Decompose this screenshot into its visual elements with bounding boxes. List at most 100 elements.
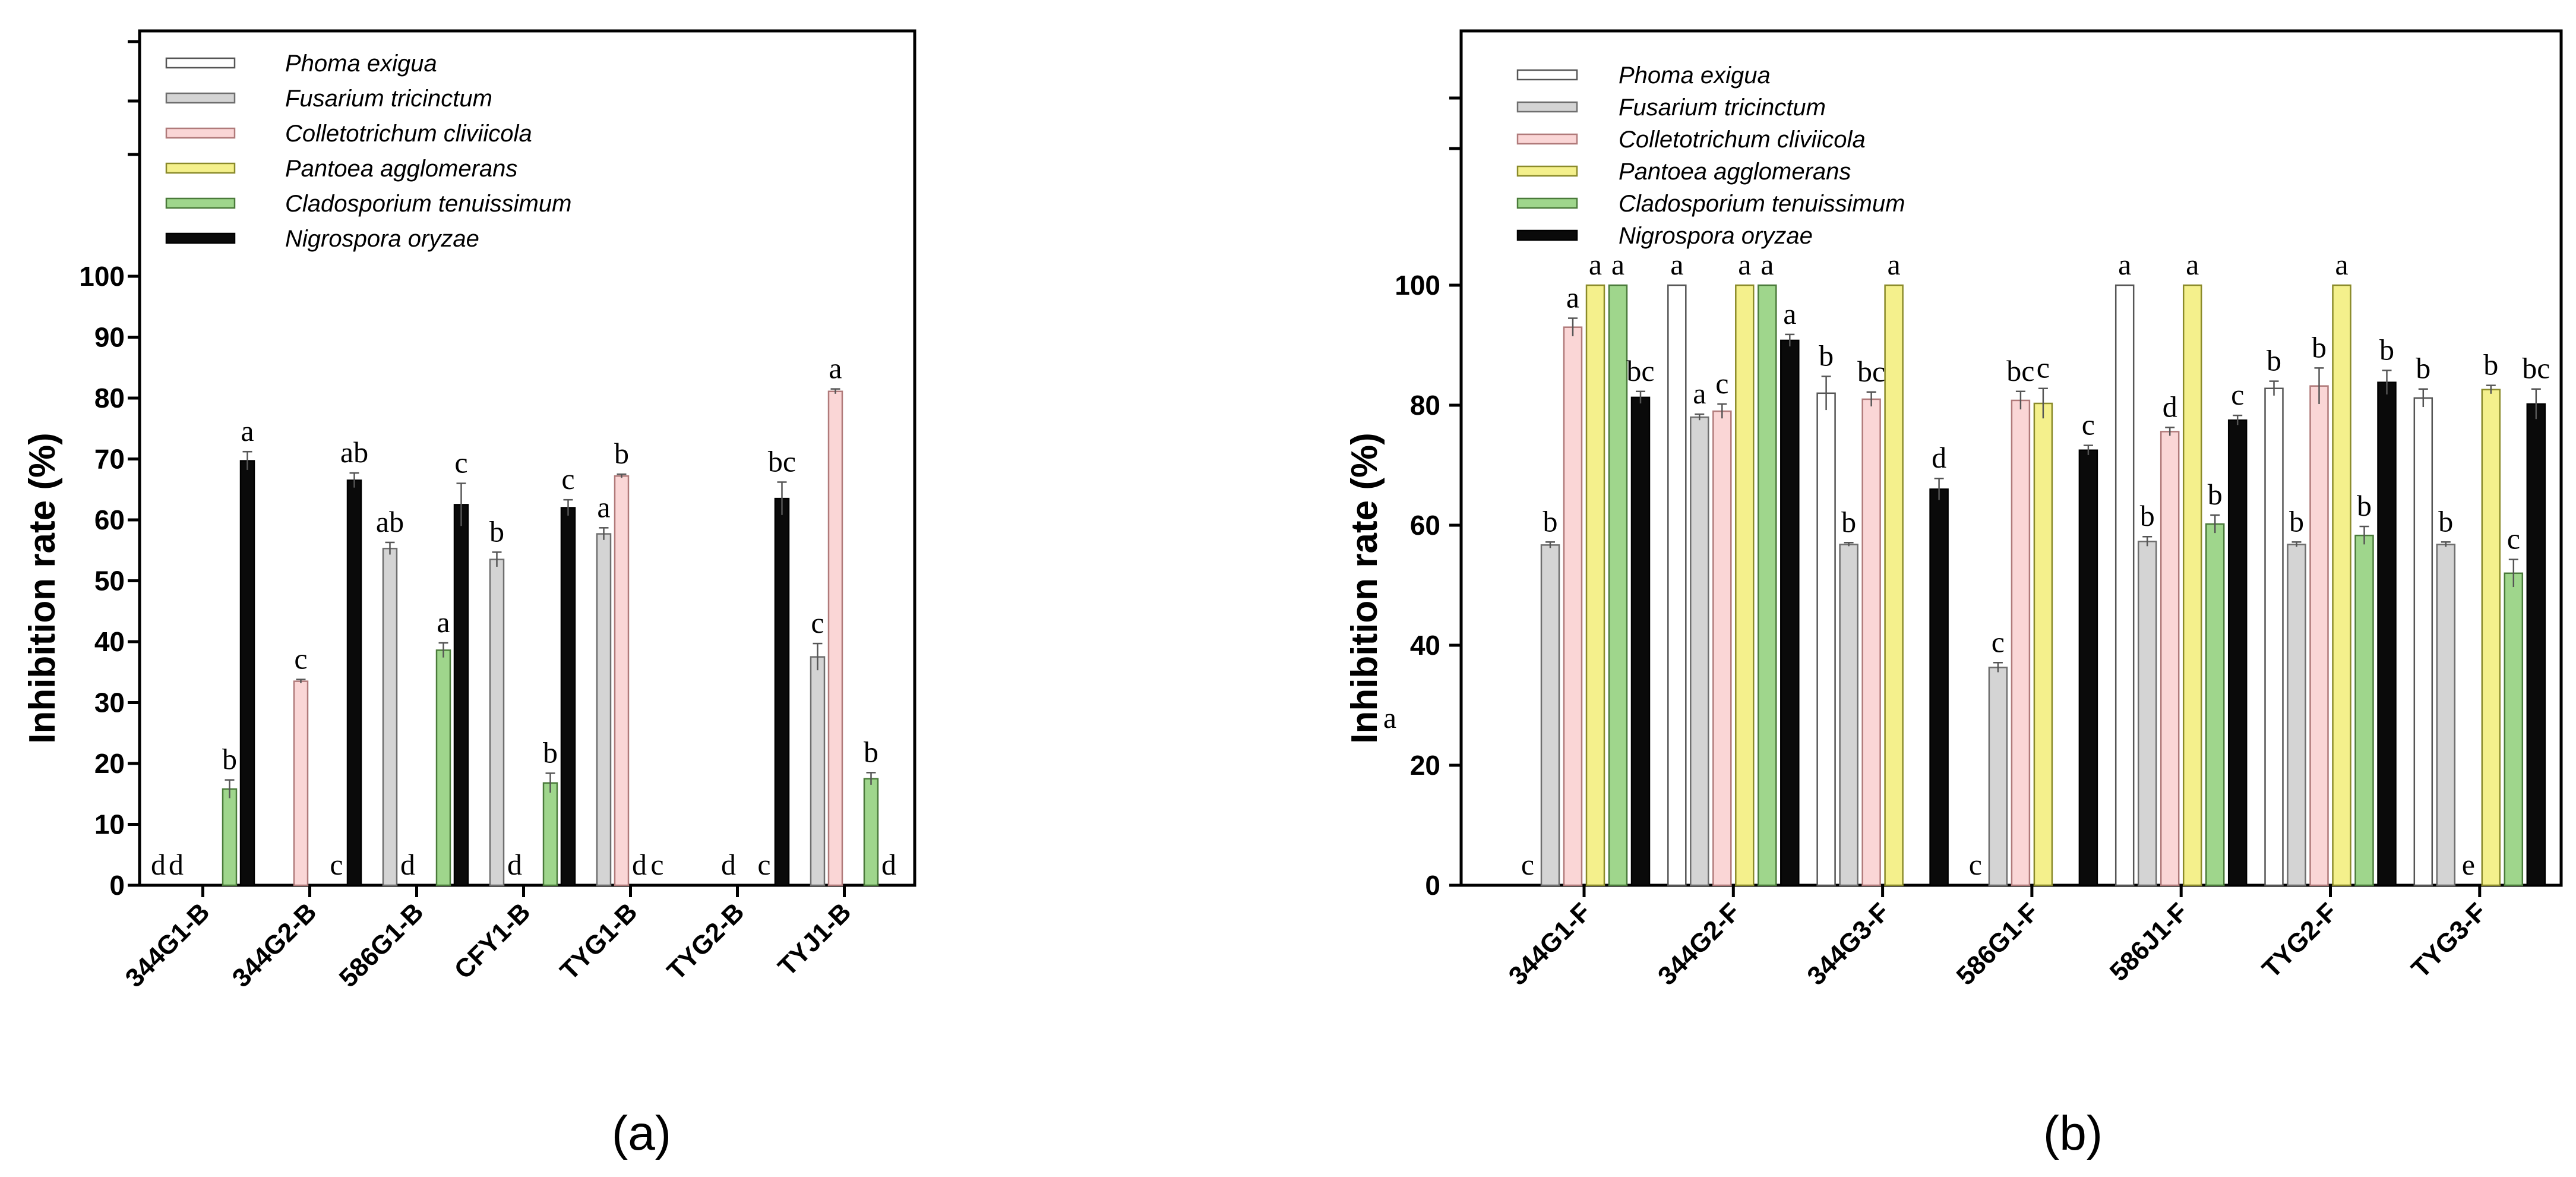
chart-b-data-label-3-6: b [2483, 348, 2498, 381]
chart-a-data-label-4-6: b [864, 735, 878, 768]
chart-b-y-tick-label-0: 0 [1425, 870, 1440, 901]
chart-a-data-label-1-4: a [597, 490, 610, 523]
chart-a-legend-label-3: Pantoea agglomerans [285, 156, 517, 182]
chart-a-y-axis-label: Inhibition rate (%) [22, 433, 63, 744]
chart-b-bar-5-0 [1630, 396, 1651, 886]
chart-b-bar-0-2 [1816, 392, 1836, 886]
chart-b-legend-label-5: Nigrospora oryzae [1619, 223, 1813, 249]
chart-a-legend-label-1: Fusarium tricinctum [285, 86, 492, 112]
chart-b-bar-3-1 [1735, 284, 1755, 886]
chart-b-bar-5-3 [2078, 449, 2098, 886]
chart-a-data-label-2-5: d [721, 848, 736, 881]
chart-b-data-label-2-6: e [2462, 848, 2475, 881]
chart-b-bar-1-1 [1690, 416, 1709, 886]
chart-b-data-label-3-1: a [1738, 248, 1751, 281]
chart-b-data-label-1-0: b [1543, 504, 1558, 538]
chart-b-bar-4-5 [2354, 534, 2374, 886]
chart-b-legend-swatch-4 [1516, 197, 1578, 209]
chart-a-data-label-5-0: a [241, 414, 254, 447]
chart-a-data-label-1-2: ab [376, 505, 404, 538]
chart-a-data-label-2-6: a [829, 352, 842, 385]
chart-a-legend-swatch-4 [165, 197, 236, 209]
chart-a-data-label-2-3: d [507, 848, 522, 881]
chart-b-data-label-3-4: a [2186, 248, 2199, 281]
chart-a-data-label-4-2: a [437, 605, 450, 639]
chart-b-bar-4-4 [2205, 523, 2225, 886]
chart-a-bar-5-5 [774, 497, 790, 886]
chart-b-data-label-1-3: c [1992, 625, 2005, 658]
chart-a-legend-swatch-5 [165, 232, 236, 244]
chart-b-bar-3-0 [1585, 284, 1605, 886]
chart-a-legend-label-2: Colletotrichum cliviicola [285, 121, 532, 147]
chart-b-data-label-0-6: b [2416, 352, 2430, 385]
chart-b-data-label-0-0: c [1521, 848, 1534, 881]
chart-a-data-label-2-1: c [294, 642, 307, 676]
chart-a-y-tick-label-6: 60 [94, 504, 125, 535]
chart-b-data-label-4-4: b [2208, 478, 2223, 511]
chart-b-legend-swatch-5 [1516, 229, 1578, 241]
chart-b-data-label-0-4: a [2118, 248, 2131, 281]
chart-a-data-label-5-3: c [561, 462, 574, 496]
chart-a-legend-swatch-1 [165, 92, 236, 104]
chart-a-bar-5-0 [239, 460, 255, 886]
chart-b-data-label-2-3: bc [2006, 354, 2034, 387]
chart-b-data-label-1-1: a [1693, 377, 1706, 410]
panel-b-label: (b) [2043, 1106, 2103, 1160]
chart-b-data-label-1-5: b [2289, 504, 2304, 538]
chart-b-bar-0-4 [2114, 284, 2135, 886]
chart-a-bar-2-4 [614, 475, 630, 886]
chart-b-data-label-4-1: a [1760, 248, 1774, 281]
chart-b-data-label-5-4: c [2231, 378, 2244, 411]
chart-b-bar-1-2 [1839, 544, 1858, 886]
chart-a-data-label-2-2: d [400, 848, 415, 881]
chart-b-data-label-5-0: bc [1626, 354, 1654, 387]
chart-b-bar-1-0 [1540, 544, 1560, 886]
chart-a-bar-4-2 [435, 649, 451, 886]
chart-a-bar-5-1 [346, 479, 362, 886]
chart-b-y-tick-label-3: 60 [1410, 510, 1440, 541]
chart-b-data-label-5-2: d [1932, 441, 1946, 474]
chart-a-data-label-0-0: d [151, 848, 166, 881]
chart-b-bar-0-5 [2264, 387, 2284, 886]
chart-b-data-label-5-5: b [2379, 333, 2394, 366]
chart-b-data-label-3-3: c [2037, 351, 2050, 384]
chart-a-bar-1-2 [382, 547, 398, 886]
chart-b-legend-label-2: Colletotrichum cliviicola [1619, 127, 1866, 153]
chart-b-data-label-5-1: a [1783, 297, 1796, 330]
chart-b-legend-swatch-3 [1516, 165, 1578, 177]
chart-b-legend-label-0: Phoma exigua [1619, 62, 1771, 89]
chart-b-data-label-1-6: b [2438, 504, 2453, 538]
chart-b-data-label-2-4: d [2163, 390, 2177, 423]
chart-b-bar-1-6 [2436, 544, 2456, 886]
chart-b-bar-1-5 [2287, 544, 2306, 886]
chart-b-bar-0-1 [1667, 284, 1687, 886]
chart-a-y-tick-label-4: 40 [94, 626, 125, 657]
chart-a-data-label-5-2: c [454, 446, 467, 479]
chart-a-y-tick-label-1: 10 [94, 809, 125, 840]
chart-b-data-label-4-5: b [2357, 489, 2372, 522]
chart-a-legend-swatch-2 [165, 127, 236, 139]
chart-b-data-label-3-2: a [1887, 248, 1900, 281]
chart-a-bar-2-6 [827, 390, 843, 886]
chart-b-bar-5-4 [2227, 419, 2248, 886]
chart-a-data-label-1-0: d [169, 848, 184, 881]
chart-b-bar-2-0 [1563, 326, 1583, 886]
chart-a-data-label-4-3: b [543, 736, 558, 769]
chart-a-data-label-3-4: d [632, 848, 647, 881]
chart-a-bar-5-3 [560, 507, 576, 886]
chart-a-bar-1-6 [810, 656, 826, 886]
chart-b-data-label-4-0: a [1611, 248, 1624, 281]
chart-a-data-label-1-6: c [811, 606, 824, 639]
chart-b-bar-3-2 [1884, 284, 1904, 886]
chart-b-bar-2-2 [1861, 398, 1881, 886]
chart-a-legend-label-4: Cladosporium tenuissimum [285, 191, 571, 217]
chart-b-bar-2-4 [2160, 431, 2180, 886]
chart-b-bar-4-0 [1608, 284, 1628, 886]
chart-a-data-label-5-6: d [881, 848, 896, 881]
chart-b-bar-2-5 [2309, 385, 2329, 886]
chart-a-legend-swatch-3 [165, 162, 236, 174]
chart-b-bar-4-1 [1758, 284, 1777, 886]
chart-b-bar-2-3 [2011, 399, 2031, 886]
chart-b-bar-3-3 [2033, 402, 2053, 886]
